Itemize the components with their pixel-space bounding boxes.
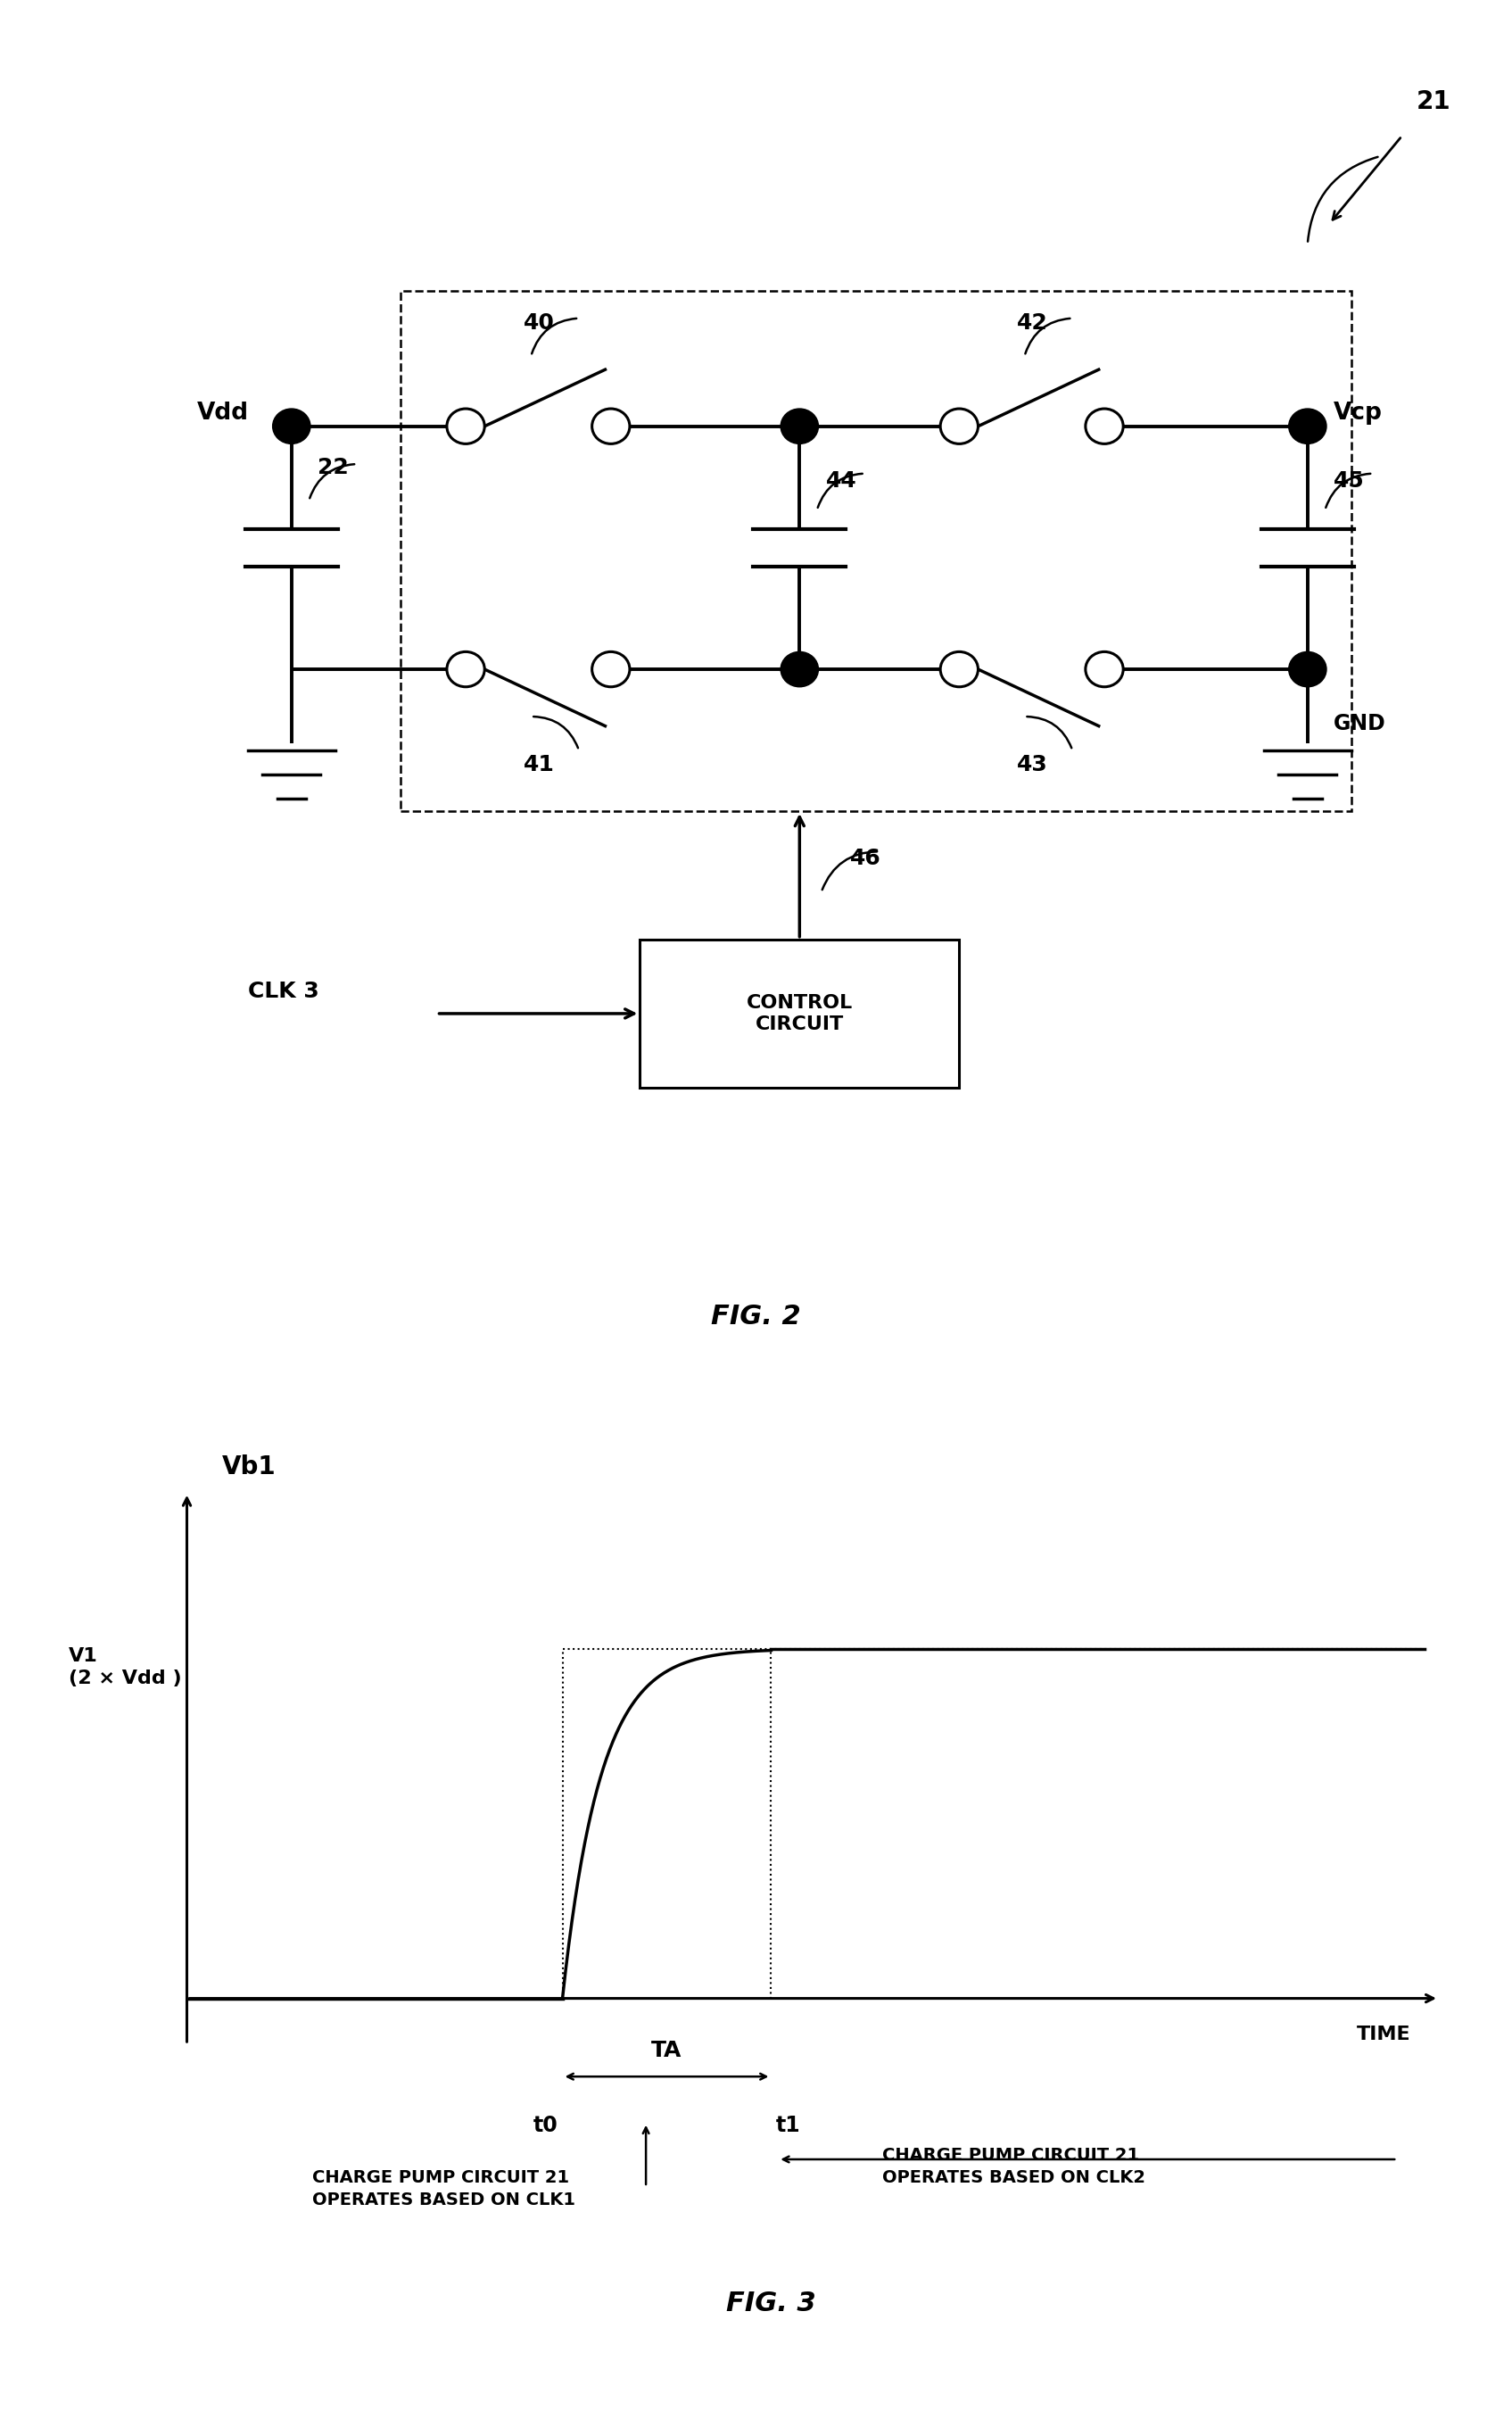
Text: 46: 46 [850, 849, 881, 870]
Circle shape [448, 651, 484, 687]
Text: V1
(2 × Vdd ): V1 (2 × Vdd ) [68, 1647, 181, 1688]
Text: CLK 3: CLK 3 [248, 981, 319, 1003]
Circle shape [448, 410, 484, 444]
Text: 21: 21 [1417, 89, 1452, 113]
Text: t0: t0 [534, 2114, 558, 2136]
Text: Vb1: Vb1 [222, 1454, 275, 1480]
Bar [401, 292, 1352, 810]
Text: GND: GND [1334, 714, 1387, 735]
Text: 40: 40 [523, 311, 555, 333]
Bar [640, 940, 959, 1087]
Text: 42: 42 [1018, 311, 1048, 333]
Text: 44: 44 [826, 470, 857, 492]
Text: Vdd: Vdd [197, 403, 249, 424]
Circle shape [780, 651, 818, 687]
Circle shape [1288, 651, 1326, 687]
Text: CHARGE PUMP CIRCUIT 21
OPERATES BASED ON CLK1: CHARGE PUMP CIRCUIT 21 OPERATES BASED ON… [311, 2170, 575, 2208]
Text: CHARGE PUMP CIRCUIT 21
OPERATES BASED ON CLK2: CHARGE PUMP CIRCUIT 21 OPERATES BASED ON… [883, 2146, 1146, 2187]
Circle shape [1086, 410, 1123, 444]
Circle shape [272, 410, 310, 444]
Text: TA: TA [652, 2040, 682, 2061]
Text: Vcp: Vcp [1334, 403, 1382, 424]
Text: CONTROL
CIRCUIT: CONTROL CIRCUIT [747, 993, 853, 1032]
Text: TIME: TIME [1356, 2025, 1411, 2045]
Circle shape [780, 410, 818, 444]
Text: FIG. 2: FIG. 2 [711, 1304, 801, 1328]
Circle shape [1288, 410, 1326, 444]
Circle shape [593, 651, 629, 687]
Text: 41: 41 [523, 755, 555, 774]
Text: 43: 43 [1018, 755, 1048, 774]
Text: 22: 22 [318, 456, 349, 477]
Circle shape [593, 410, 629, 444]
Circle shape [940, 410, 978, 444]
Circle shape [940, 651, 978, 687]
Text: 45: 45 [1334, 470, 1365, 492]
Text: FIG. 3: FIG. 3 [726, 2290, 816, 2317]
Text: t1: t1 [776, 2114, 800, 2136]
Circle shape [1086, 651, 1123, 687]
